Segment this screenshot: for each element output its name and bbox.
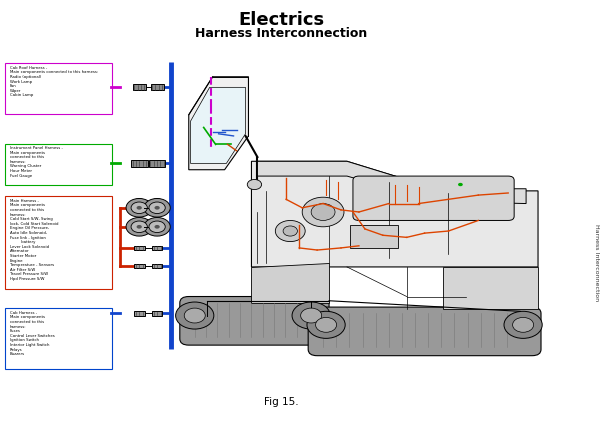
Text: Electrics: Electrics [238,11,325,29]
Bar [152,245,163,250]
FancyBboxPatch shape [5,308,112,369]
Polygon shape [251,263,329,303]
Circle shape [307,311,345,338]
Bar [134,245,145,250]
FancyBboxPatch shape [5,63,112,114]
Polygon shape [443,267,538,309]
FancyBboxPatch shape [353,176,514,220]
Circle shape [144,218,170,236]
Circle shape [176,302,214,329]
Bar [134,264,145,268]
Bar [133,84,146,90]
Circle shape [283,226,298,236]
Polygon shape [251,161,538,267]
Text: Main Harness -
Main components
connected to this
harness:
Cold Start S/W, Swing
: Main Harness - Main components connected… [10,199,58,281]
Text: Cab Harness -
Main components
connected to this
harness:
Fuses
Control Lever Swi: Cab Harness - Main components connected … [10,311,55,356]
Bar [152,264,163,268]
Circle shape [504,311,542,338]
Bar [151,84,164,90]
Text: Harness Interconnection: Harness Interconnection [594,224,599,301]
Text: Fig 15.: Fig 15. [264,397,299,407]
Circle shape [512,318,533,332]
FancyBboxPatch shape [5,196,112,289]
Circle shape [144,198,170,217]
Text: Harness Interconnection: Harness Interconnection [195,27,367,40]
Text: Cab Roof Harness -
Main components connected to this harness:
Radio (optional)
W: Cab Roof Harness - Main components conne… [10,66,98,98]
Circle shape [131,202,148,214]
FancyBboxPatch shape [308,307,541,356]
Bar [350,225,398,248]
Circle shape [301,308,322,323]
Bar [149,160,166,167]
Polygon shape [191,87,245,163]
Circle shape [137,225,142,229]
Circle shape [247,179,262,190]
Circle shape [126,198,152,217]
Circle shape [154,225,160,229]
Circle shape [154,206,160,209]
FancyBboxPatch shape [180,296,329,345]
Circle shape [458,183,463,186]
Bar [134,311,145,316]
Circle shape [126,218,152,236]
Circle shape [131,221,148,232]
Circle shape [137,206,142,209]
Polygon shape [257,161,526,204]
Circle shape [275,220,305,242]
FancyBboxPatch shape [5,144,112,185]
Polygon shape [189,77,248,170]
Circle shape [184,308,205,323]
Bar [131,160,148,167]
Text: Instrument Panel Harness -
Main components
connected to this
harness:
Warning Cl: Instrument Panel Harness - Main componen… [10,146,62,178]
Circle shape [316,318,337,332]
Bar [152,311,163,316]
Circle shape [149,221,165,232]
Circle shape [302,197,344,227]
Circle shape [149,202,165,214]
Circle shape [292,302,330,329]
Circle shape [311,204,335,220]
